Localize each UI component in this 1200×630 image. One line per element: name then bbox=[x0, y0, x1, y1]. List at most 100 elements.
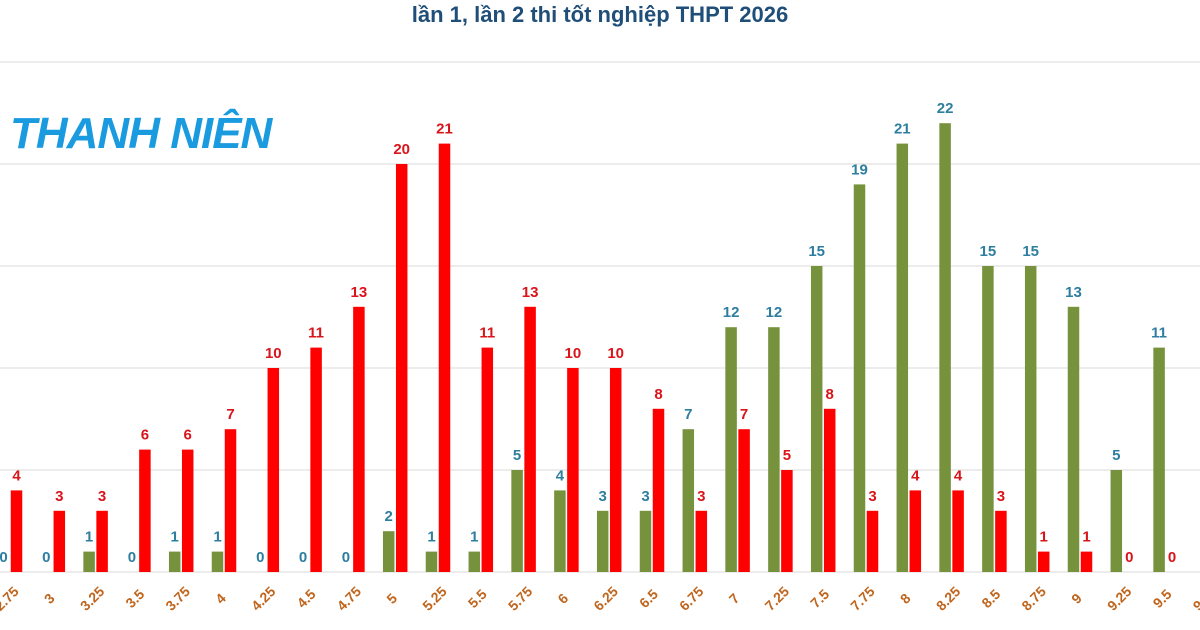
x-tick-label: 9.5 bbox=[1150, 586, 1175, 611]
bar-green bbox=[768, 327, 780, 572]
x-tick-label: 7 bbox=[726, 590, 743, 607]
bar-red bbox=[10, 490, 23, 572]
bar-red bbox=[53, 510, 66, 572]
x-tick-label: 3.25 bbox=[77, 583, 108, 614]
value-label-red: 6 bbox=[141, 427, 149, 444]
bar-red bbox=[952, 490, 964, 572]
value-label-red: 11 bbox=[308, 325, 324, 342]
x-tick-label: 6.5 bbox=[636, 586, 661, 611]
bar-red bbox=[1037, 551, 1050, 572]
x-tick-label: 6.75 bbox=[676, 583, 707, 614]
x-tick-label: 4.75 bbox=[334, 583, 365, 614]
value-label-red: 0 bbox=[1168, 549, 1176, 566]
value-label-red: 5 bbox=[783, 447, 791, 464]
bar-green bbox=[896, 143, 909, 572]
x-tick-label: 3.5 bbox=[122, 586, 147, 611]
bar-green bbox=[168, 551, 181, 572]
x-tick-label: 5 bbox=[383, 590, 400, 607]
value-label-green: 15 bbox=[980, 243, 997, 260]
value-label-green: 0 bbox=[128, 549, 136, 566]
x-tick-label: 4.25 bbox=[248, 583, 279, 614]
value-label-green: 1 bbox=[427, 529, 435, 546]
value-label-red: 3 bbox=[997, 488, 1005, 505]
value-label-green: 4 bbox=[556, 467, 565, 484]
bar-red bbox=[224, 429, 237, 572]
value-label-red: 1 bbox=[1040, 529, 1048, 546]
x-tick-label: 6.25 bbox=[590, 583, 621, 614]
value-label-red: 10 bbox=[565, 345, 582, 362]
bar-green bbox=[1024, 266, 1037, 572]
value-label-green: 5 bbox=[1112, 447, 1120, 464]
value-label-red: 1 bbox=[1082, 529, 1090, 546]
bar-green bbox=[853, 184, 866, 572]
bar-green bbox=[468, 551, 481, 572]
x-tick-label: 8.5 bbox=[978, 586, 1003, 611]
bar-green bbox=[211, 551, 224, 572]
bar-red bbox=[866, 510, 879, 572]
value-label-green: 15 bbox=[808, 243, 825, 260]
value-label-red: 7 bbox=[226, 406, 234, 423]
value-label-red: 10 bbox=[265, 345, 282, 362]
x-tick-label: 9.25 bbox=[1104, 583, 1135, 614]
value-label-green: 12 bbox=[766, 304, 783, 321]
bar-red bbox=[310, 347, 322, 572]
x-tick-label: 3.75 bbox=[162, 583, 193, 614]
value-label-green: 7 bbox=[684, 406, 692, 423]
value-label-red: 4 bbox=[954, 467, 963, 484]
x-tick-label: 7.5 bbox=[807, 586, 832, 611]
bar-green bbox=[83, 551, 95, 572]
bar-red bbox=[909, 490, 922, 572]
value-label-green: 19 bbox=[851, 161, 868, 178]
bar-red bbox=[353, 306, 365, 572]
x-tick-label: 7.75 bbox=[847, 583, 878, 614]
bar-red bbox=[181, 449, 194, 572]
value-label-green: 0 bbox=[42, 549, 50, 566]
value-label-green: 13 bbox=[1065, 284, 1082, 301]
x-tick-label: 5.5 bbox=[465, 586, 490, 611]
bar-red bbox=[823, 408, 836, 572]
bar-red bbox=[995, 510, 1007, 572]
x-tick-label: 9 bbox=[1068, 590, 1085, 607]
bar-green bbox=[511, 470, 523, 572]
value-label-red: 4 bbox=[911, 467, 920, 484]
bar-red bbox=[738, 429, 750, 572]
chart-title: lần 1, lần 2 thi tốt nghiệp THPT 2026 bbox=[411, 2, 789, 27]
x-tick-label: 2.75 bbox=[0, 583, 22, 614]
bar-green bbox=[725, 327, 737, 572]
bar-red bbox=[395, 164, 408, 572]
bar-green bbox=[982, 266, 994, 572]
value-label-green: 3 bbox=[641, 488, 649, 505]
value-label-green: 1 bbox=[171, 529, 179, 546]
thanh-nien-logo: THANH NIÊN bbox=[10, 109, 272, 158]
x-tick-label: 6 bbox=[554, 590, 571, 607]
x-tick-label: 7.25 bbox=[762, 583, 793, 614]
value-label-green: 15 bbox=[1022, 243, 1039, 260]
bar-red bbox=[524, 306, 536, 572]
bar-green bbox=[554, 490, 566, 572]
value-label-red: 8 bbox=[826, 386, 834, 403]
x-tick-label: 8.25 bbox=[933, 583, 964, 614]
bar-green bbox=[682, 429, 695, 572]
x-tick-label: 9.75 bbox=[1190, 583, 1200, 614]
bar-green bbox=[596, 510, 609, 572]
value-label-red: 6 bbox=[184, 427, 192, 444]
value-label-green: 0 bbox=[0, 549, 8, 566]
value-label-green: 22 bbox=[937, 100, 954, 117]
value-label-red: 11 bbox=[479, 325, 495, 342]
value-label-green: 0 bbox=[299, 549, 307, 566]
x-tick-label: 4 bbox=[212, 590, 229, 607]
value-label-green: 12 bbox=[723, 304, 740, 321]
bar-red bbox=[96, 510, 108, 572]
value-label-green: 2 bbox=[385, 508, 393, 525]
value-label-green: 1 bbox=[85, 529, 93, 546]
value-label-red: 3 bbox=[868, 488, 876, 505]
bar-red bbox=[267, 368, 280, 572]
bar-green bbox=[382, 531, 395, 572]
bar-red bbox=[695, 510, 708, 572]
bar-red bbox=[652, 408, 665, 572]
bar-red bbox=[1080, 551, 1093, 572]
value-label-red: 3 bbox=[55, 488, 63, 505]
value-label-red: 21 bbox=[436, 121, 453, 138]
bar-red bbox=[481, 347, 494, 572]
value-label-green: 11 bbox=[1151, 325, 1167, 342]
